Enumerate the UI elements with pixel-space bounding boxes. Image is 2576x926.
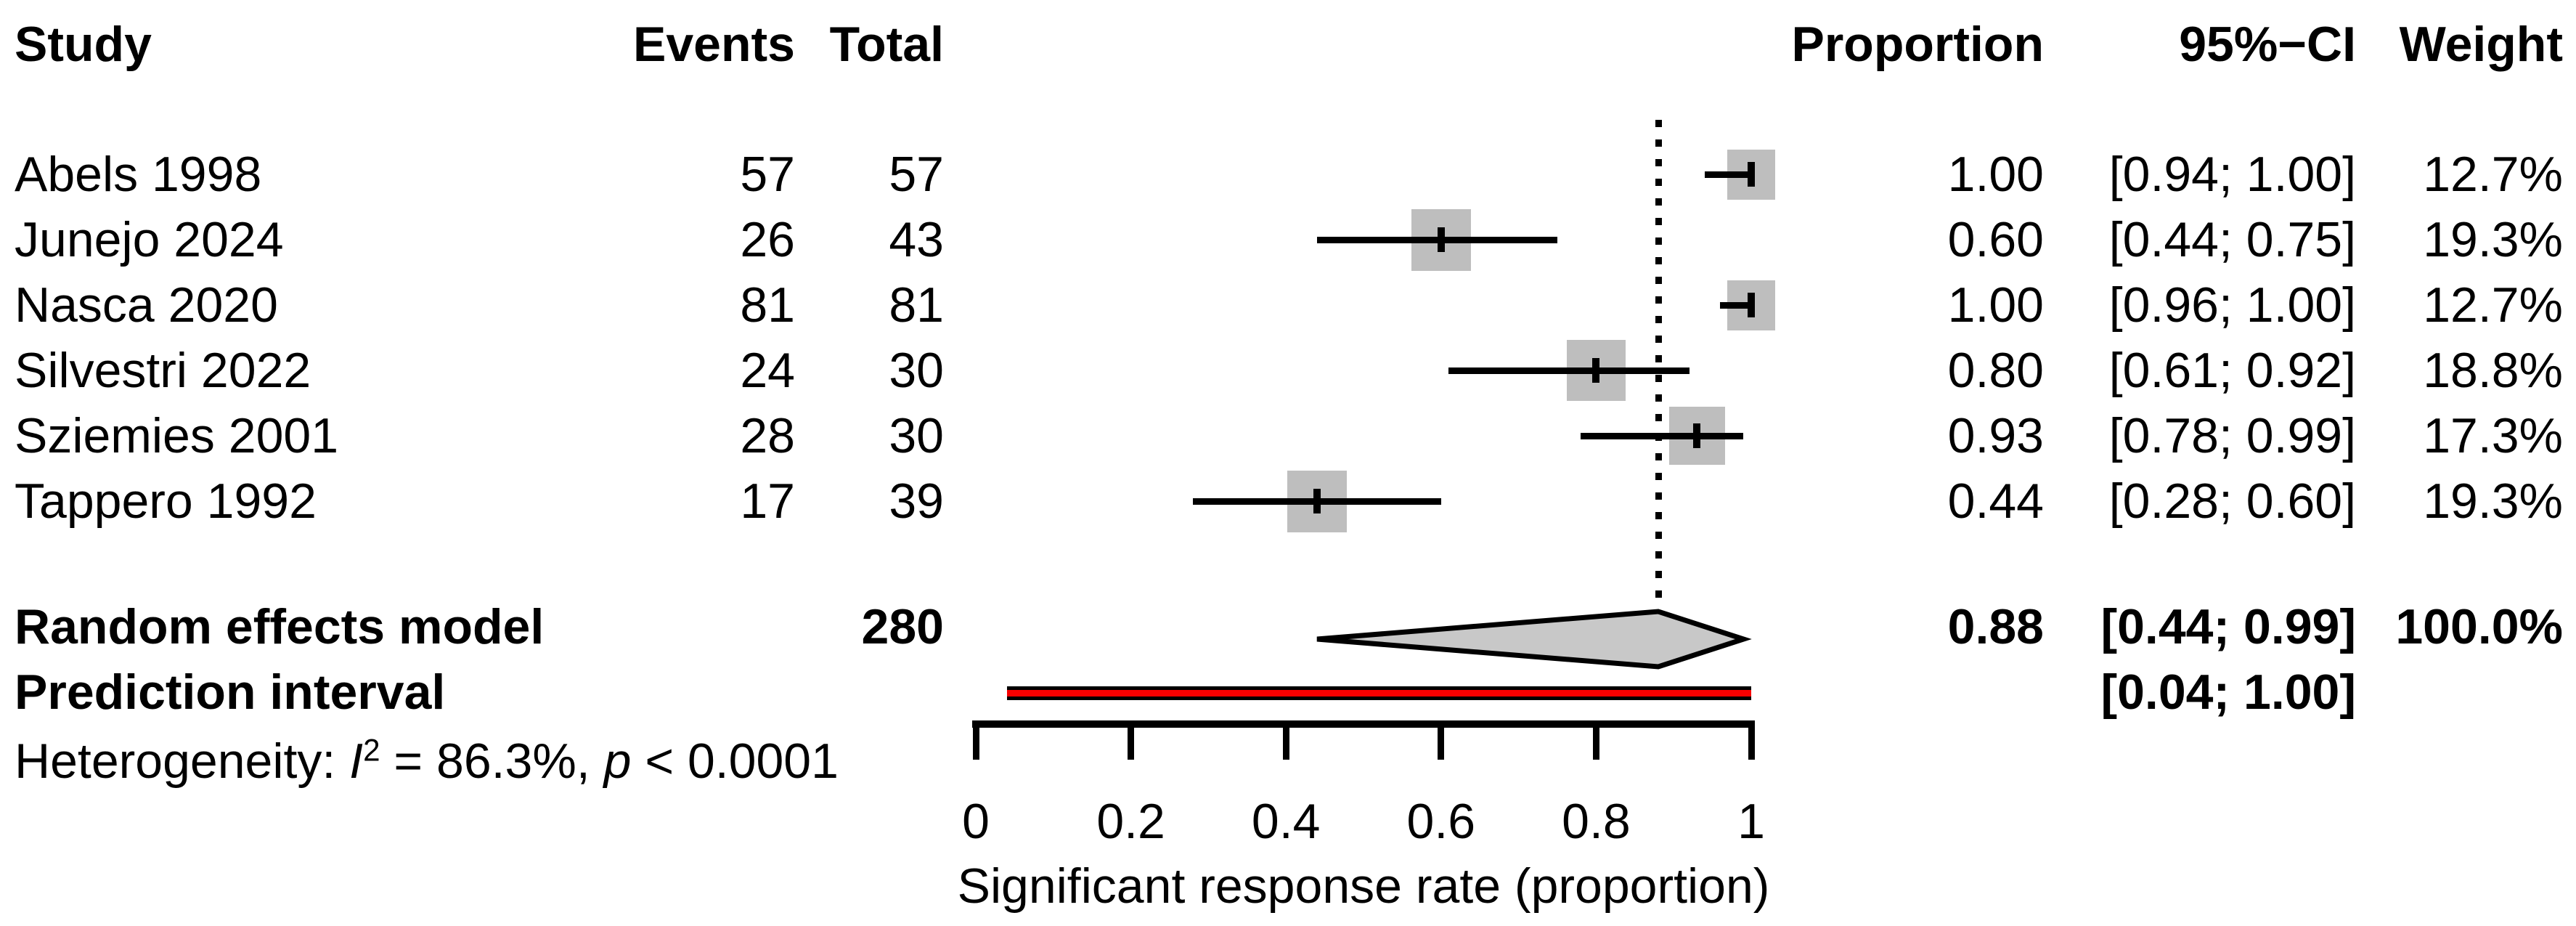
estimate-tick: [1437, 227, 1445, 252]
i-squared-symbol: I: [349, 734, 364, 789]
estimate-tick: [1693, 423, 1701, 448]
axis-tick: [1128, 720, 1135, 760]
events-value: 28: [740, 408, 795, 463]
total-value: 43: [889, 212, 944, 267]
events-value: 57: [740, 147, 795, 202]
axis-tick: [1592, 720, 1599, 760]
pooled-ci: [0.44; 0.99]: [2100, 599, 2356, 654]
axis-tick-label: 0.6: [1406, 794, 1476, 849]
estimate-tick: [1748, 162, 1755, 187]
events-value: 17: [740, 474, 795, 529]
pooled-label: Random effects model: [15, 599, 545, 654]
proportion-value: 0.44: [1947, 474, 2044, 529]
proportion-value: 0.93: [1947, 408, 2044, 463]
ci-whisker: [1581, 433, 1744, 439]
study-name: Silvestri 2022: [15, 343, 311, 398]
axis-tick: [1748, 720, 1755, 760]
x-axis-title: Significant response rate (proportion): [957, 858, 1770, 914]
total-value: 39: [889, 474, 944, 529]
ci-whisker: [1720, 302, 1751, 309]
axis-tick-label: 0: [962, 794, 990, 849]
study-name: Nasca 2020: [15, 277, 278, 333]
study-name: Tappero 1992: [15, 474, 317, 529]
total-value: 30: [889, 343, 944, 398]
axis-tick: [972, 720, 979, 760]
total-value: 57: [889, 147, 944, 202]
axis-tick: [1282, 720, 1289, 760]
ci-whisker: [1448, 367, 1690, 374]
estimate-tick: [1748, 293, 1755, 317]
study-name: Junejo 2024: [15, 212, 284, 267]
summary-diamond: [1316, 609, 1752, 670]
col-header-total: Total: [829, 17, 944, 72]
heterogeneity-note: Heterogeneity: I2 = 86.3%, p < 0.0001: [15, 732, 839, 790]
heterogeneity-prefix: Heterogeneity:: [15, 734, 350, 789]
axis-tick-label: 0.8: [1562, 794, 1631, 849]
axis-tick: [1438, 720, 1445, 760]
p-value: < 0.0001: [631, 734, 839, 789]
ci-whisker: [1316, 237, 1557, 243]
i-squared-exponent: 2: [363, 733, 380, 768]
col-header-weight: Weight: [2399, 17, 2563, 72]
prediction-interval-bar: [1006, 686, 1751, 700]
proportion-value: 1.00: [1947, 277, 2044, 333]
col-header-ci: 95%−CI: [2179, 17, 2356, 72]
total-value: 30: [889, 408, 944, 463]
weight-value: 12.7%: [2423, 147, 2563, 202]
pooled-weight: 100.0%: [2395, 599, 2563, 654]
ci-whisker: [1704, 171, 1751, 178]
col-header-proportion: Proportion: [1791, 17, 2044, 72]
prediction-ci: [0.04; 1.00]: [2100, 665, 2356, 720]
ci-value: [0.78; 0.99]: [2108, 408, 2356, 463]
ci-value: [0.44; 0.75]: [2108, 212, 2356, 267]
heterogeneity-value: = 86.3%,: [380, 734, 604, 789]
pooled-total: 280: [861, 599, 944, 654]
events-value: 81: [740, 277, 795, 333]
total-value: 81: [889, 277, 944, 333]
ci-value: [0.61; 0.92]: [2108, 343, 2356, 398]
ci-value: [0.28; 0.60]: [2108, 474, 2356, 529]
weight-value: 18.8%: [2423, 343, 2563, 398]
proportion-value: 1.00: [1947, 147, 2044, 202]
ci-value: [0.94; 1.00]: [2108, 147, 2356, 202]
col-header-events: Events: [633, 17, 795, 72]
pooled-proportion: 0.88: [1947, 599, 2044, 654]
weight-value: 12.7%: [2423, 277, 2563, 333]
ci-value: [0.96; 1.00]: [2108, 277, 2356, 333]
study-name: Sziemies 2001: [15, 408, 339, 463]
weight-value: 19.3%: [2423, 212, 2563, 267]
events-value: 26: [740, 212, 795, 267]
proportion-value: 0.60: [1947, 212, 2044, 267]
weight-value: 17.3%: [2423, 408, 2563, 463]
axis-tick-label: 0.2: [1096, 794, 1165, 849]
axis-tick-label: 0.4: [1251, 794, 1321, 849]
estimate-tick: [1592, 358, 1600, 383]
p-symbol: p: [603, 734, 632, 789]
events-value: 24: [740, 343, 795, 398]
prediction-label: Prediction interval: [15, 665, 446, 720]
estimate-tick: [1313, 489, 1321, 513]
col-header-study: Study: [15, 17, 152, 72]
proportion-value: 0.80: [1947, 343, 2044, 398]
weight-value: 19.3%: [2423, 474, 2563, 529]
axis-tick-label: 1: [1737, 794, 1765, 849]
reference-line: [1655, 120, 1662, 642]
x-axis-line: [972, 720, 1755, 728]
study-name: Abels 1998: [15, 147, 262, 202]
